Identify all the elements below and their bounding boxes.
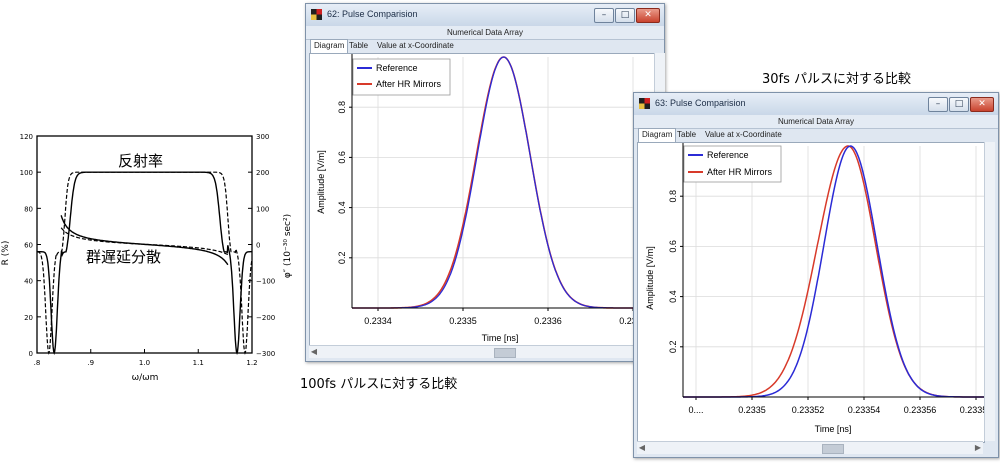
horizontal-scrollbar[interactable]: ◀ ▶	[637, 441, 983, 454]
subtitle-bar: Numerical Data Array	[634, 115, 998, 129]
y-axis-label: Amplitude [V/m]	[645, 246, 655, 310]
tab-value-at-x[interactable]: Value at x-Coordinate	[377, 41, 454, 50]
y-tick-label: 0.6	[668, 240, 678, 253]
app-icon	[639, 98, 650, 109]
right-y-tick-label: −100	[256, 278, 275, 286]
left-y-tick-label: 80	[24, 205, 33, 213]
tab-diagram[interactable]: Diagram	[310, 39, 349, 53]
y-tick-label: 0.8	[668, 190, 678, 203]
reference-curve	[683, 145, 984, 398]
tab-value-at-x[interactable]: Value at x-Coordinate	[705, 130, 782, 139]
legend-reference-label: Reference	[707, 150, 749, 160]
scroll-left-arrow[interactable]: ◀	[638, 443, 646, 452]
x-tick-label: 1.0	[139, 359, 150, 367]
right-y-tick-label: −200	[256, 314, 275, 322]
left-y-tick-label: 20	[24, 314, 33, 322]
close-button[interactable]: ✕	[636, 8, 660, 23]
y-tick-label: 0.2	[668, 341, 678, 354]
minimize-button[interactable]: –	[594, 8, 614, 23]
reflectance-label: 反射率	[118, 152, 163, 170]
pulse-comparison-window-63: 63: Pulse Comparision – □ ✕ Numerical Da…	[633, 92, 999, 458]
left-y-tick-label: 40	[24, 278, 33, 286]
reflectance-curve-dashed	[37, 171, 253, 355]
vertical-scrollbar[interactable]	[984, 142, 995, 441]
minimize-button[interactable]: –	[928, 97, 948, 112]
maximize-button[interactable]: □	[949, 97, 969, 112]
maximize-button[interactable]: □	[615, 8, 635, 23]
legend: Reference After HR Mirrors	[683, 145, 782, 183]
scroll-thumb[interactable]	[822, 444, 844, 454]
y-tick-label: 0.6	[337, 151, 347, 164]
right-y-tick-label: 0	[256, 242, 260, 250]
diagram-panel[interactable]: 0.8 0.6 0.4 0.2 0.... 0.2335 0.23352 0.23354 0.…	[637, 142, 992, 443]
y-tick-label: 0.2	[337, 252, 347, 265]
tab-diagram[interactable]: Diagram	[638, 128, 677, 142]
x-tick-label: 0.2335	[449, 316, 477, 326]
legend-after-label: After HR Mirrors	[707, 167, 772, 177]
scroll-left-arrow[interactable]: ◀	[310, 347, 318, 356]
x-axis-label: Time [ns]	[482, 333, 519, 343]
x-tick-label: 1.1	[193, 359, 204, 367]
right-y-tick-label: 200	[256, 169, 269, 177]
legend-after-label: After HR Mirrors	[376, 79, 441, 89]
caption-100fs: 100fs パルスに対する比較	[300, 377, 458, 392]
x-tick-label: 0.23356	[904, 405, 937, 415]
right-y-tick-label: −300	[256, 350, 275, 358]
window-titlebar[interactable]: 62: Pulse Comparision – □ ✕	[306, 4, 664, 27]
x-axis-label: ω/ωm	[132, 373, 159, 383]
gdd-label: 群遅延分散	[86, 248, 161, 266]
scroll-right-arrow[interactable]: ▶	[974, 443, 982, 452]
x-axis-label: Time [ns]	[815, 424, 852, 434]
window-title: 63: Pulse Comparision	[655, 98, 746, 108]
x-tick-label: .9	[87, 359, 94, 367]
x-tick-label: 0.23352	[792, 405, 825, 415]
pulse-comparison-window-62: 62: Pulse Comparision – □ ✕ Numerical Da…	[305, 3, 665, 362]
x-tick-label: 0.23358	[960, 405, 984, 415]
subtitle-bar: Numerical Data Array	[306, 26, 664, 40]
gdd-curve-dashed	[60, 227, 229, 256]
x-tick-label: 0.2334	[364, 316, 392, 326]
x-tick-label: 0.2336	[534, 316, 562, 326]
reflectance-gdd-figure: 120 100 80 60 40 20 0 300 200 100 0 −100 −200 −300 .…	[0, 118, 305, 388]
horizontal-scrollbar[interactable]: ◀	[309, 345, 653, 358]
right-y-axis-label: φ″ (10⁻³⁰ sec²)	[283, 214, 293, 278]
x-tick-label: 0.23354	[848, 405, 881, 415]
close-button[interactable]: ✕	[970, 97, 994, 112]
x-tick-label: .8	[34, 359, 41, 367]
caption-30fs: 30fs パルスに対する比較	[762, 72, 912, 87]
window-title: 62: Pulse Comparision	[327, 9, 418, 19]
y-axis-label: Amplitude [V/m]	[316, 150, 326, 214]
left-y-tick-label: 100	[20, 169, 33, 177]
y-tick-label: 0.4	[668, 290, 678, 303]
legend-box	[352, 58, 451, 96]
app-icon	[311, 9, 322, 20]
pulse-chart-30fs[interactable]: 0.8 0.6 0.4 0.2 0.... 0.2335 0.23352 0.23354 0.…	[638, 143, 992, 442]
left-y-axis-label: R (%)	[1, 241, 11, 266]
tab-table[interactable]: Table	[677, 130, 697, 139]
scroll-thumb[interactable]	[494, 348, 516, 358]
left-y-tick-label: 0	[29, 350, 33, 358]
right-y-tick-label: 300	[256, 133, 269, 141]
left-y-tick-label: 60	[24, 242, 33, 250]
window-titlebar[interactable]: 63: Pulse Comparision – □ ✕	[634, 93, 998, 116]
legend: Reference After HR Mirrors	[352, 58, 451, 96]
legend-reference-label: Reference	[376, 63, 418, 73]
x-tick-label: 0....	[688, 405, 703, 415]
after-hr-mirrors-curve	[683, 145, 984, 398]
left-y-tick-label: 120	[20, 133, 33, 141]
y-tick-label: 0.4	[337, 201, 347, 214]
y-tick-label: 0.8	[337, 101, 347, 114]
tab-table[interactable]: Table	[349, 41, 369, 50]
x-tick-label: 1.2	[246, 359, 257, 367]
legend-box	[683, 145, 782, 183]
right-y-tick-label: 100	[256, 205, 269, 213]
x-tick-label: 0.2335	[738, 405, 766, 415]
